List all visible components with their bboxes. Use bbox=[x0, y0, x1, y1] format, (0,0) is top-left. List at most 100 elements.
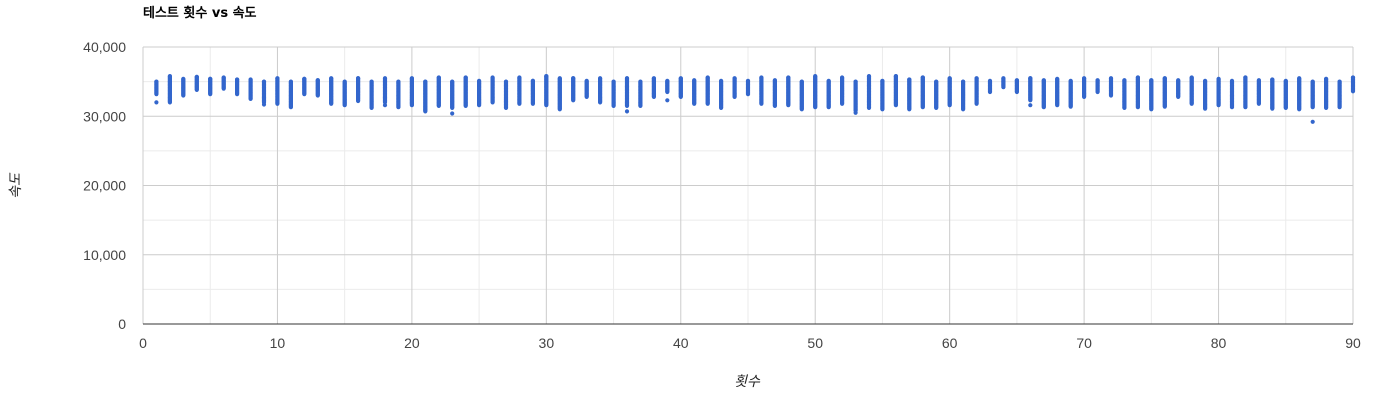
data-point bbox=[1122, 78, 1127, 83]
point-column bbox=[1203, 78, 1208, 111]
point-column bbox=[598, 76, 603, 105]
point-column bbox=[194, 74, 199, 92]
data-point bbox=[530, 78, 536, 83]
data-point bbox=[1082, 76, 1087, 81]
data-point bbox=[1297, 76, 1302, 81]
data-point bbox=[382, 76, 388, 81]
point-column bbox=[1270, 77, 1275, 111]
point-column bbox=[557, 76, 562, 112]
data-point bbox=[409, 76, 414, 81]
data-point-outlier bbox=[261, 102, 267, 107]
data-point bbox=[315, 78, 320, 83]
data-point bbox=[598, 76, 603, 81]
data-point bbox=[517, 75, 522, 80]
point-column bbox=[409, 76, 414, 108]
point-column bbox=[1256, 78, 1261, 106]
data-point bbox=[181, 76, 186, 81]
data-point bbox=[1055, 76, 1060, 81]
point-column bbox=[315, 78, 320, 98]
data-point bbox=[208, 76, 213, 81]
point-column bbox=[396, 79, 401, 110]
point-column bbox=[907, 77, 912, 112]
point-column bbox=[167, 74, 172, 105]
point-column bbox=[181, 76, 186, 98]
point-column bbox=[423, 79, 428, 114]
point-column bbox=[772, 78, 778, 108]
point-column bbox=[382, 76, 388, 108]
data-point bbox=[154, 79, 159, 84]
point-column bbox=[799, 79, 804, 112]
point-column bbox=[436, 75, 441, 108]
data-point bbox=[544, 74, 549, 79]
data-point bbox=[1283, 78, 1288, 83]
point-column bbox=[477, 78, 482, 108]
x-tick-label: 90 bbox=[1345, 335, 1361, 351]
data-point bbox=[221, 75, 226, 80]
point-column bbox=[1108, 76, 1114, 98]
data-point bbox=[624, 76, 630, 81]
data-point bbox=[369, 79, 374, 84]
data-point bbox=[1068, 78, 1073, 83]
data-point bbox=[732, 76, 737, 81]
point-column bbox=[732, 76, 737, 99]
x-axis-ticks: 0 10 20 30 40 50 60 70 80 90 bbox=[139, 335, 1361, 351]
data-point bbox=[1350, 75, 1356, 80]
data-point bbox=[194, 74, 199, 79]
data-point bbox=[288, 79, 293, 84]
point-column bbox=[961, 79, 966, 112]
point-column bbox=[544, 74, 549, 108]
data-point bbox=[772, 78, 778, 83]
data-point bbox=[826, 78, 831, 83]
point-column bbox=[571, 76, 576, 103]
point-column bbox=[987, 78, 993, 95]
y-tick-label: 10,000 bbox=[83, 247, 126, 263]
data-point-outlier bbox=[1028, 103, 1033, 108]
data-point bbox=[893, 74, 899, 79]
point-column bbox=[235, 77, 240, 97]
point-column bbox=[974, 76, 979, 106]
data-point bbox=[1041, 78, 1046, 83]
data-point bbox=[961, 79, 966, 84]
data-point bbox=[302, 76, 307, 81]
point-column bbox=[356, 76, 361, 104]
point-column bbox=[1041, 78, 1046, 110]
point-column bbox=[705, 75, 710, 106]
point-column bbox=[1149, 78, 1154, 112]
data-point bbox=[692, 78, 697, 83]
point-column bbox=[1122, 78, 1127, 110]
point-column bbox=[369, 79, 374, 110]
data-point bbox=[987, 78, 993, 83]
point-column bbox=[329, 76, 334, 106]
data-point bbox=[1176, 78, 1181, 83]
point-column bbox=[1189, 75, 1194, 106]
data-point bbox=[1135, 75, 1140, 80]
point-column bbox=[1324, 76, 1329, 110]
point-column bbox=[1082, 76, 1087, 99]
point-column bbox=[1310, 79, 1315, 124]
x-tick-label: 40 bbox=[673, 335, 689, 351]
point-column bbox=[651, 76, 657, 99]
point-column bbox=[678, 76, 683, 99]
data-point bbox=[235, 77, 240, 82]
point-column bbox=[759, 75, 764, 106]
data-point bbox=[678, 76, 683, 81]
data-point bbox=[866, 74, 872, 79]
data-point bbox=[1229, 78, 1235, 83]
point-column bbox=[1350, 75, 1356, 94]
point-column bbox=[1135, 75, 1140, 110]
point-column bbox=[288, 79, 293, 110]
y-tick-label: 0 bbox=[118, 316, 126, 332]
data-point bbox=[651, 76, 657, 81]
point-column bbox=[840, 75, 845, 106]
point-column bbox=[1216, 76, 1221, 108]
point-column bbox=[665, 78, 670, 103]
point-column bbox=[463, 75, 468, 108]
data-point bbox=[450, 79, 455, 84]
data-point-outlier bbox=[154, 100, 159, 105]
point-column bbox=[947, 76, 952, 108]
data-point-outlier bbox=[450, 111, 455, 116]
data-point bbox=[167, 74, 172, 79]
point-column bbox=[584, 78, 589, 99]
data-point bbox=[1149, 78, 1154, 83]
data-point bbox=[1256, 78, 1261, 83]
